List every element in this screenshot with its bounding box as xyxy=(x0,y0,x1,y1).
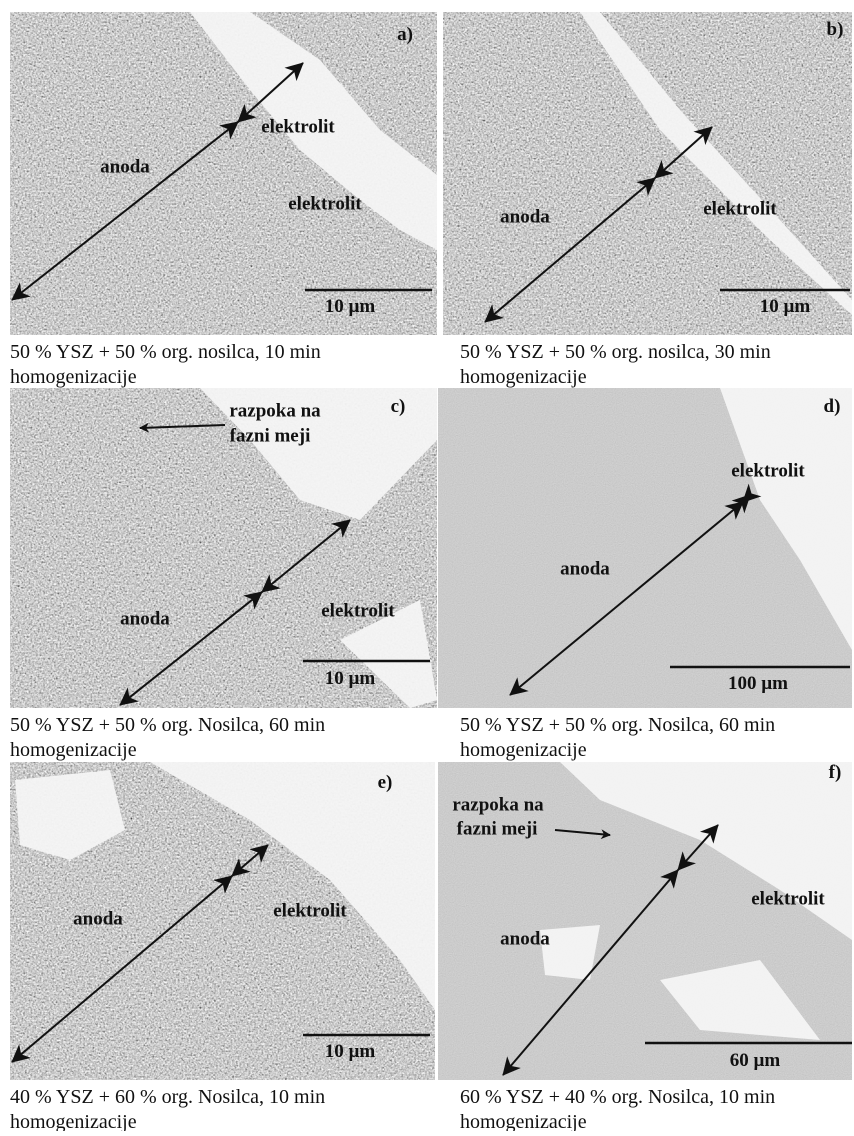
caption-line: 50 % YSZ + 50 % org. nosilca, 10 min xyxy=(10,341,321,363)
region-label: elektrolit xyxy=(273,900,347,921)
thickness-arrow xyxy=(677,824,719,871)
region-label: anoda xyxy=(500,206,550,227)
micrograph-panel: 10 µm b) anoda elektrolit 50 % YSZ + 50 % or… xyxy=(443,12,852,388)
scale-label: 10 µm xyxy=(325,668,376,689)
electrolyte-band xyxy=(580,12,852,315)
region-label: elektrolit xyxy=(731,460,805,481)
scale-label: 100 µm xyxy=(728,673,788,694)
caption-line: 50 % YSZ + 50 % org. nosilca, 30 min xyxy=(460,341,771,363)
thickness-arrow xyxy=(484,177,656,323)
micrograph xyxy=(438,388,852,708)
thickness-arrow xyxy=(731,483,762,514)
region-label: anoda xyxy=(100,156,150,177)
region-label: anoda xyxy=(560,558,610,579)
micrograph-texture xyxy=(443,12,852,335)
region-label: elektrolit xyxy=(703,198,777,219)
region-label: fazni meji xyxy=(457,818,538,839)
caption-line: 40 % YSZ + 60 % org. Nosilca, 10 min xyxy=(10,1086,325,1108)
crack-pointer xyxy=(554,829,611,840)
panel-letter: c) xyxy=(391,396,406,417)
scale-label: 60 µm xyxy=(730,1050,781,1071)
region-label: elektrolit xyxy=(751,888,825,909)
thickness-arrow xyxy=(119,591,263,706)
micrograph xyxy=(443,12,852,335)
region-label: elektrolit xyxy=(321,600,395,621)
caption-line: homogenizacije xyxy=(10,739,137,761)
panel-letter: e) xyxy=(378,772,393,793)
region-label: anoda xyxy=(73,908,123,929)
micrograph-panel: 10 µm e) anoda elektrolit 40 % YSZ + 60 % or… xyxy=(10,762,435,1133)
electrolyte-band xyxy=(200,388,437,708)
crack-pointer xyxy=(139,422,226,433)
caption-line: homogenizacije xyxy=(460,739,587,761)
thickness-arrow xyxy=(502,869,679,1076)
region-label: fazni meji xyxy=(230,425,311,446)
panel-letter: b) xyxy=(827,19,844,40)
micrograph-panel: 10 µm a) elektrolit anoda elektrolit 50 % YSZ… xyxy=(10,12,437,388)
caption-line: homogenizacije xyxy=(10,1111,137,1131)
caption-line: 60 % YSZ + 40 % org. Nosilca, 10 min xyxy=(460,1086,775,1108)
micrograph xyxy=(10,12,437,335)
caption-line: homogenizacije xyxy=(460,1111,587,1131)
caption-line: homogenizacije xyxy=(460,366,587,388)
region-label: elektrolit xyxy=(288,193,362,214)
thickness-arrow xyxy=(654,126,713,179)
caption-line: 50 % YSZ + 50 % org. Nosilca, 60 min xyxy=(460,714,775,736)
panel-letter: f) xyxy=(829,762,842,783)
thickness-arrow xyxy=(231,844,269,877)
electrolyte-band xyxy=(15,762,435,1010)
region-label: razpoka na xyxy=(229,400,321,421)
region-label: razpoka na xyxy=(452,794,544,815)
thickness-arrow xyxy=(11,121,239,301)
panel-letter: a) xyxy=(397,24,413,45)
region-label: elektrolit xyxy=(261,116,335,137)
region-label: anoda xyxy=(120,608,170,629)
electrolyte-band xyxy=(720,388,852,650)
thickness-arrow xyxy=(237,62,304,123)
region-label: anoda xyxy=(500,928,550,949)
panel-letter: d) xyxy=(824,396,841,417)
electrolyte-band xyxy=(540,762,852,1040)
caption-line: homogenizacije xyxy=(10,366,137,388)
thickness-arrow xyxy=(11,875,233,1063)
caption-line: 50 % YSZ + 50 % org. Nosilca, 60 min xyxy=(10,714,325,736)
thickness-arrow xyxy=(261,519,351,593)
micrograph-panel: 10 µm c) razpoka na fazni meji anoda elektrol… xyxy=(10,388,437,761)
scale-label: 10 µm xyxy=(325,296,376,317)
thickness-arrow xyxy=(509,501,744,696)
micrograph-panel: 100 µm d) elektrolit anoda 50 % YSZ + 50 % o… xyxy=(438,388,852,761)
scale-label: 10 µm xyxy=(760,296,811,317)
scale-label: 10 µm xyxy=(325,1041,376,1062)
micrograph-panel: 60 µm f) razpoka na fazni meji elektrolit ano… xyxy=(438,762,852,1133)
